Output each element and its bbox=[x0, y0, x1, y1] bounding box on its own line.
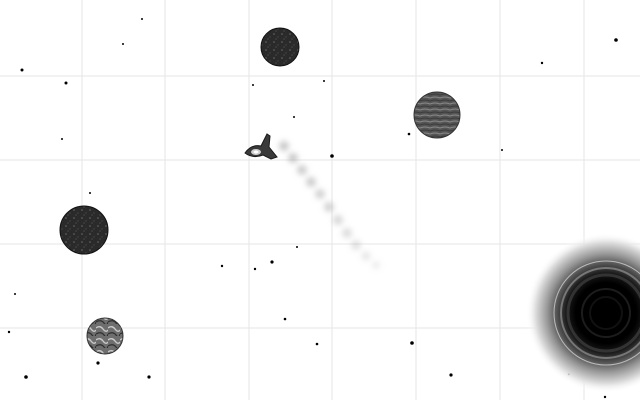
star bbox=[449, 373, 453, 377]
planet-left bbox=[59, 205, 109, 255]
star bbox=[407, 132, 411, 136]
star bbox=[410, 341, 414, 345]
black-hole-icon bbox=[526, 233, 640, 393]
star bbox=[20, 68, 24, 72]
planet-upper-right bbox=[413, 91, 461, 139]
star bbox=[501, 149, 503, 151]
star bbox=[252, 84, 254, 86]
star bbox=[603, 395, 607, 399]
star bbox=[141, 18, 143, 20]
star bbox=[7, 330, 11, 334]
star bbox=[24, 375, 28, 379]
star bbox=[293, 116, 295, 118]
star bbox=[220, 264, 224, 268]
star bbox=[14, 293, 16, 295]
star bbox=[122, 43, 124, 45]
star bbox=[283, 317, 287, 321]
star bbox=[315, 342, 319, 346]
star bbox=[61, 138, 63, 140]
star bbox=[296, 246, 298, 248]
star bbox=[253, 267, 257, 271]
planet-bottom-left bbox=[86, 317, 124, 355]
star bbox=[330, 154, 334, 158]
spaceship-icon[interactable] bbox=[244, 133, 278, 160]
star bbox=[147, 375, 151, 379]
star bbox=[89, 192, 91, 194]
star bbox=[64, 81, 68, 85]
star bbox=[614, 38, 618, 42]
star bbox=[540, 61, 544, 65]
planet-top-center bbox=[260, 27, 300, 67]
star bbox=[96, 361, 100, 365]
star bbox=[270, 260, 274, 264]
star bbox=[323, 80, 325, 82]
ship-exhaust-trail bbox=[279, 141, 380, 269]
starfield bbox=[7, 18, 618, 399]
